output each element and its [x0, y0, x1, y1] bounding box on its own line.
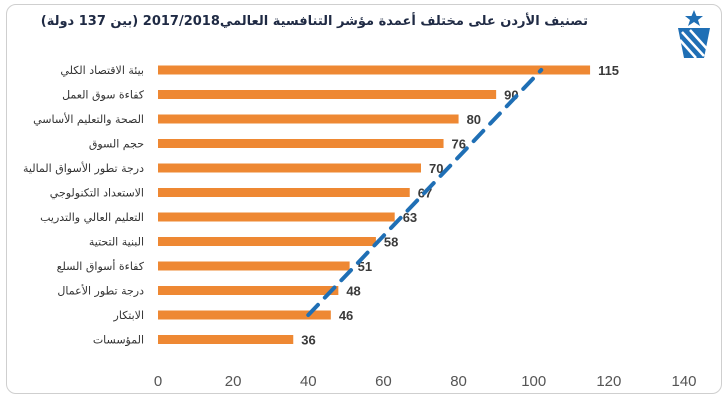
category-label: المؤسسات [93, 334, 144, 347]
bar [158, 188, 410, 197]
category-label: درجة تطور الأسواق المالية [23, 161, 144, 175]
value-label: 63 [403, 210, 417, 225]
x-axis-ticks: 0 20 40 60 80 100 120 140 [154, 373, 697, 390]
bar [158, 261, 350, 271]
bar [158, 212, 395, 222]
chart-title: تصنيف الأردن على مختلف أعمدة مؤشر التناف… [40, 14, 588, 29]
value-label: 58 [384, 235, 398, 250]
bar [158, 114, 459, 124]
bar [158, 286, 339, 295]
value-label: 48 [346, 284, 360, 299]
bar [158, 335, 294, 344]
category-label: حجم السوق [89, 138, 144, 151]
trendline-dashed [306, 68, 544, 317]
x-tick-label: 80 [450, 373, 467, 390]
x-tick-label: 60 [375, 373, 392, 390]
value-label: 46 [339, 308, 353, 323]
category-label: الابتكار [113, 309, 144, 322]
value-label: 76 [452, 137, 466, 152]
bar [158, 310, 331, 320]
category-label: الصحة والتعليم الأساسي [33, 112, 144, 126]
bar [158, 139, 444, 148]
trendline [306, 68, 544, 317]
category-label: كفاءة سوق العمل [62, 89, 145, 102]
category-label: التعليم العالي والتدريب [40, 211, 144, 224]
jordan-star-logo [678, 10, 710, 59]
value-label: 115 [598, 63, 619, 78]
bar [158, 90, 497, 99]
x-tick-label: 40 [300, 373, 317, 390]
x-tick-label: 100 [521, 373, 546, 390]
bar [158, 65, 591, 75]
category-labels: بيئة الاقتصاد الكلي كفاءة سوق العمل الصحة … [23, 64, 145, 347]
x-tick-label: 120 [596, 373, 621, 390]
value-labels: 1159080767067635851484636 [301, 63, 619, 348]
category-label: كفاءة أسواق السلع [57, 259, 145, 273]
category-label: بيئة الاقتصاد الكلي [60, 64, 144, 77]
bars [158, 65, 591, 344]
value-label: 51 [358, 259, 372, 274]
value-label: 36 [301, 333, 315, 348]
bar [158, 163, 421, 173]
category-label: درجة تطور الأعمال [57, 284, 144, 298]
bar [158, 237, 376, 246]
value-label: 80 [467, 112, 481, 127]
value-label: 70 [429, 161, 443, 176]
category-label: الاستعداد التكنولوجي [50, 187, 144, 200]
category-label: البنية التحتية [89, 236, 144, 249]
x-tick-label: 20 [225, 373, 242, 390]
x-tick-label: 140 [671, 373, 696, 390]
x-tick-label: 0 [154, 373, 162, 390]
